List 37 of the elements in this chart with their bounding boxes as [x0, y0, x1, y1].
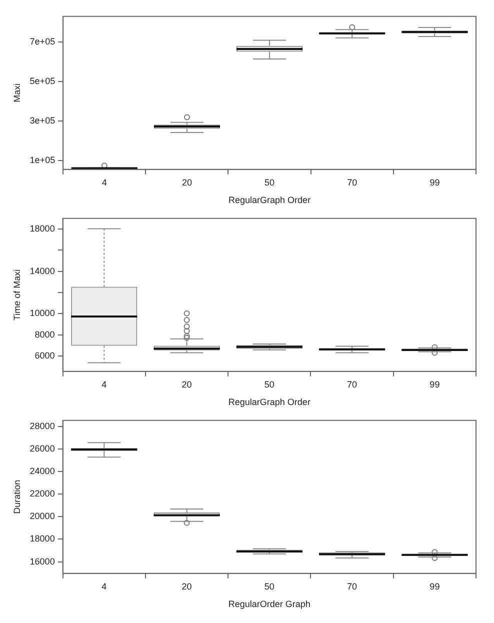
- y-tick-label: 8000: [34, 329, 55, 340]
- x-tick-label: 50: [264, 177, 275, 188]
- y-tick-label: 14000: [30, 266, 55, 276]
- y-tick-label: 22000: [30, 488, 55, 499]
- x-tick-label: 20: [182, 581, 192, 592]
- x-axis-title: RegularOrder Graph: [228, 599, 310, 610]
- y-tick-label: 24000: [30, 466, 55, 476]
- x-tick-label: 70: [347, 379, 358, 390]
- x-tick-label: 99: [430, 581, 440, 592]
- x-tick-label: 99: [430, 177, 440, 188]
- y-tick-label: 1e+05: [30, 155, 56, 165]
- x-axis-title: RegularGraph Order: [228, 195, 311, 206]
- y-tick-label: 3e+05: [30, 116, 56, 126]
- x-axis-title: RegularGraph Order: [228, 397, 310, 408]
- y-axis-title: Duration: [12, 480, 22, 514]
- x-tick-label: 4: [102, 379, 107, 390]
- x-tick-label: 50: [264, 581, 274, 592]
- y-axis-title: Maxi: [12, 83, 22, 102]
- y-tick-label: 10000: [30, 308, 55, 318]
- y-tick-label: 18000: [30, 534, 55, 544]
- y-tick-label: 18000: [30, 223, 55, 234]
- y-tick-label: 16000: [30, 556, 55, 566]
- x-tick-label: 70: [347, 581, 358, 592]
- x-tick-label: 70: [347, 177, 358, 188]
- y-tick-label: 28000: [30, 420, 55, 431]
- x-tick-label: 50: [264, 379, 274, 390]
- x-tick-label: 20: [182, 177, 192, 188]
- x-tick-label: 4: [102, 581, 107, 592]
- y-tick-label: 26000: [30, 443, 55, 454]
- y-tick-label: 7e+05: [30, 36, 56, 47]
- y-tick-label: 20000: [30, 511, 55, 522]
- y-tick-label: 6000: [34, 350, 55, 361]
- x-tick-label: 4: [102, 177, 107, 188]
- y-axis-title: Time of Maxi: [12, 269, 22, 320]
- x-tick-label: 99: [430, 379, 440, 390]
- y-tick-label: 5e+05: [30, 76, 56, 86]
- x-tick-label: 20: [182, 379, 192, 390]
